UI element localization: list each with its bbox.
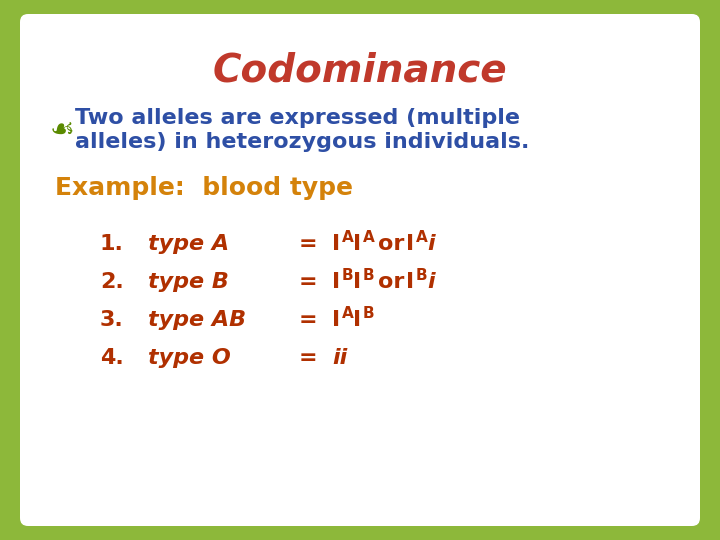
Text: I: I bbox=[353, 310, 361, 330]
Text: 4.: 4. bbox=[100, 348, 124, 368]
Text: B: B bbox=[363, 307, 374, 321]
Text: ☙: ☙ bbox=[50, 116, 75, 144]
Text: 1.: 1. bbox=[100, 234, 124, 254]
Text: ii: ii bbox=[332, 348, 347, 368]
Text: =: = bbox=[299, 272, 318, 292]
Text: B: B bbox=[416, 268, 428, 284]
Text: type B: type B bbox=[148, 272, 229, 292]
Text: A: A bbox=[342, 307, 354, 321]
Text: I: I bbox=[332, 272, 340, 292]
Text: 3.: 3. bbox=[100, 310, 124, 330]
Text: I: I bbox=[332, 310, 340, 330]
Text: alleles) in heterozygous individuals.: alleles) in heterozygous individuals. bbox=[75, 132, 529, 152]
FancyBboxPatch shape bbox=[20, 14, 700, 526]
Text: or: or bbox=[378, 272, 405, 292]
Text: I: I bbox=[353, 234, 361, 254]
Text: type AB: type AB bbox=[148, 310, 246, 330]
Text: B: B bbox=[363, 268, 374, 284]
Text: A: A bbox=[342, 231, 354, 246]
Text: i: i bbox=[427, 234, 435, 254]
Text: I: I bbox=[406, 272, 414, 292]
Text: I: I bbox=[406, 234, 414, 254]
Text: =: = bbox=[299, 348, 318, 368]
Text: type O: type O bbox=[148, 348, 230, 368]
Text: type A: type A bbox=[148, 234, 229, 254]
Text: i: i bbox=[427, 272, 435, 292]
Text: B: B bbox=[342, 268, 354, 284]
Text: Two alleles are expressed (multiple: Two alleles are expressed (multiple bbox=[75, 108, 520, 128]
Text: =: = bbox=[299, 234, 318, 254]
Text: =: = bbox=[299, 310, 318, 330]
Text: Codominance: Codominance bbox=[212, 52, 508, 90]
Text: or: or bbox=[378, 234, 405, 254]
Text: I: I bbox=[332, 234, 340, 254]
Text: I: I bbox=[353, 272, 361, 292]
Text: 2.: 2. bbox=[100, 272, 124, 292]
Text: Example:  blood type: Example: blood type bbox=[55, 176, 353, 200]
Text: A: A bbox=[416, 231, 428, 246]
Text: A: A bbox=[363, 231, 374, 246]
